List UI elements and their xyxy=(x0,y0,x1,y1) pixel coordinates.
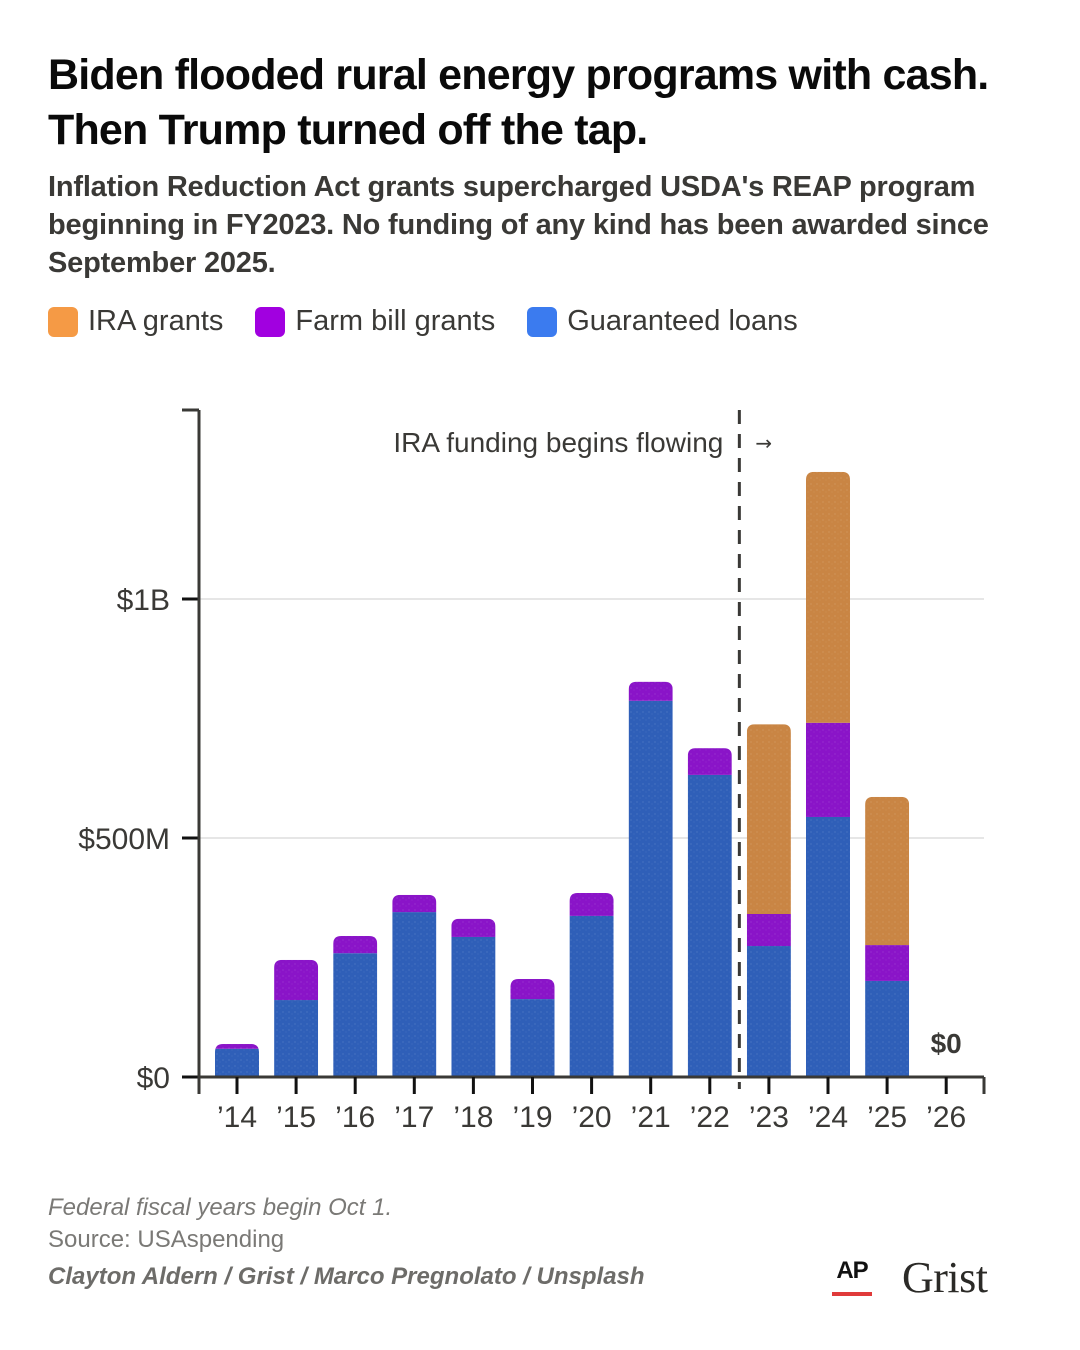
bar-stack xyxy=(215,1044,259,1077)
zero-value-label: $0 xyxy=(931,1028,962,1059)
bar-texture xyxy=(274,959,319,1001)
legend-label: Guaranteed loans xyxy=(567,305,798,337)
legend-item-farm-bill-grants: Farm bill grants xyxy=(255,305,495,338)
chart-subtitle: Inflation Reduction Act grants superchar… xyxy=(48,171,989,279)
bar-texture xyxy=(510,999,555,1077)
bar-stack xyxy=(865,796,910,1077)
y-tick-label: $1B xyxy=(117,584,170,617)
gridlines xyxy=(199,598,984,839)
bar-stack xyxy=(274,959,319,1077)
bar-texture xyxy=(806,816,850,1077)
x-tick-label: ’25 xyxy=(867,1101,907,1134)
bar-stack xyxy=(333,935,378,1077)
bar-stack xyxy=(569,892,614,1077)
bar-texture xyxy=(865,796,910,946)
bar-texture xyxy=(392,912,437,1077)
bar-texture xyxy=(865,980,910,1077)
axes: $0 $500M $1B ’14 ’15 ’16 ’17 ’18 ’19 ’20 ’21 ’22 ’23… xyxy=(78,408,986,1134)
y-tick-label: $500M xyxy=(78,823,170,856)
bar-texture xyxy=(746,914,791,947)
x-tick-label: ’19 xyxy=(512,1101,552,1134)
legend-label: IRA grants xyxy=(88,305,224,337)
ap-logo-text: AP xyxy=(836,1257,868,1284)
bar-texture xyxy=(333,953,378,1077)
bar-texture xyxy=(687,748,732,775)
legend: IRA grants Farm bill grants Guaranteed l… xyxy=(48,305,830,338)
bar-stack xyxy=(451,918,496,1077)
bar-texture xyxy=(569,892,614,916)
bar-texture xyxy=(333,935,378,954)
x-tick-label: ’17 xyxy=(394,1101,434,1134)
bar-stack xyxy=(806,471,850,1077)
ap-logo: AP xyxy=(832,1258,872,1296)
source-text: Source: USAspending xyxy=(48,1226,285,1253)
chart-title: Biden flooded rural energy programs with… xyxy=(48,51,989,154)
x-tick-label: ’22 xyxy=(690,1101,730,1134)
bar-texture xyxy=(274,1000,319,1077)
legend-swatch-farm-bill xyxy=(255,306,286,337)
x-tick-label: ’26 xyxy=(926,1101,966,1134)
annotations: IRA funding begins flowing → $0 xyxy=(393,410,962,1089)
bar-stack xyxy=(746,724,791,1077)
y-tick-label: $0 xyxy=(137,1062,170,1095)
x-tick-label: ’18 xyxy=(453,1101,493,1134)
bar-texture xyxy=(687,774,732,1077)
bar-texture xyxy=(746,946,791,1077)
bar-texture xyxy=(451,918,496,937)
legend-item-guaranteed-loans: Guaranteed loans xyxy=(527,305,798,338)
bar-stack xyxy=(510,979,555,1077)
stacked-bar-chart: $0 $500M $1B ’14 ’15 ’16 ’17 ’18 ’19 ’20 ’21 ’22 ’23… xyxy=(78,408,986,1134)
bar-texture xyxy=(451,936,496,1077)
bar-texture xyxy=(215,1048,259,1077)
bar-stack xyxy=(392,894,437,1077)
bar-texture xyxy=(806,722,850,817)
x-tick-label: ’15 xyxy=(276,1101,316,1134)
legend-swatch-loans xyxy=(527,306,558,337)
bar-texture xyxy=(569,915,614,1077)
x-tick-label: ’20 xyxy=(572,1101,612,1134)
bar-texture xyxy=(865,945,910,981)
bar-texture xyxy=(392,894,437,913)
x-tick-label: ’24 xyxy=(808,1101,848,1134)
footnote: Federal fiscal years begin Oct 1. xyxy=(48,1194,393,1221)
bar-texture xyxy=(510,979,555,1000)
grist-logo: Grist xyxy=(902,1253,988,1302)
bar-texture xyxy=(746,724,791,915)
x-tick-label: ’21 xyxy=(631,1101,671,1134)
bar-stack xyxy=(687,748,732,1077)
bar-texture xyxy=(215,1044,259,1049)
legend-label: Farm bill grants xyxy=(295,305,496,337)
legend-swatch-ira xyxy=(48,306,78,337)
arrow-right-icon: → xyxy=(755,431,772,455)
legend-item-ira-grants: IRA grants xyxy=(48,305,223,338)
bar-stack xyxy=(628,681,673,1077)
x-tick-label: ’14 xyxy=(217,1101,257,1134)
bar-texture xyxy=(628,681,673,701)
bars xyxy=(215,471,910,1077)
ap-logo-underline xyxy=(832,1292,872,1296)
ira-annotation-label: IRA funding begins flowing xyxy=(393,427,723,458)
bar-texture xyxy=(628,700,673,1077)
x-tick-label: ’16 xyxy=(335,1101,375,1134)
credit-text: Clayton Aldern / Grist / Marco Pregnolat… xyxy=(48,1263,645,1290)
x-tick-label: ’23 xyxy=(749,1101,789,1134)
bar-texture xyxy=(806,471,850,723)
